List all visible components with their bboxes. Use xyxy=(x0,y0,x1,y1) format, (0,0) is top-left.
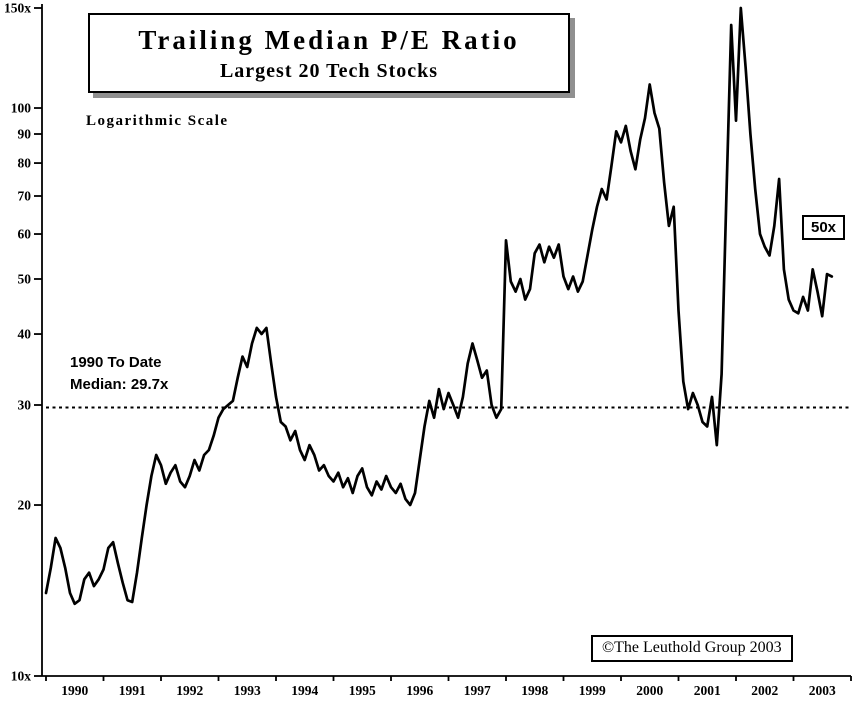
chart-subtitle: Largest 20 Tech Stocks xyxy=(219,60,439,82)
svg-text:40: 40 xyxy=(18,327,32,342)
svg-text:50: 50 xyxy=(18,271,32,286)
svg-text:70: 70 xyxy=(18,188,32,203)
svg-text:1997: 1997 xyxy=(464,683,491,698)
median-annotation: 1990 To Date Median: 29.7x xyxy=(70,352,168,396)
attribution-label: ©The Leuthold Group 2003 xyxy=(591,635,793,662)
median-annotation-line2: Median: 29.7x xyxy=(70,376,169,393)
median-annotation-line1: 1990 To Date xyxy=(70,354,162,371)
svg-text:1996: 1996 xyxy=(406,683,433,698)
svg-text:1994: 1994 xyxy=(291,683,318,698)
svg-text:60: 60 xyxy=(18,227,32,242)
svg-text:2002: 2002 xyxy=(751,683,778,698)
svg-text:1998: 1998 xyxy=(521,683,548,698)
chart-title: Trailing Median P/E Ratio xyxy=(138,25,520,55)
current-level-label: 50x xyxy=(802,215,846,240)
svg-text:20: 20 xyxy=(18,498,32,513)
svg-text:80: 80 xyxy=(18,156,32,171)
log-scale-label: Logarithmic Scale xyxy=(86,113,229,129)
svg-text:2001: 2001 xyxy=(694,683,721,698)
svg-text:100: 100 xyxy=(11,101,32,116)
svg-text:1991: 1991 xyxy=(119,683,146,698)
svg-text:2003: 2003 xyxy=(809,683,836,698)
svg-text:1993: 1993 xyxy=(234,683,261,698)
svg-text:1999: 1999 xyxy=(579,683,606,698)
svg-text:150x: 150x xyxy=(4,1,31,16)
svg-text:30: 30 xyxy=(18,398,32,413)
svg-text:10x: 10x xyxy=(11,669,32,684)
svg-text:1992: 1992 xyxy=(176,683,203,698)
chart-title-box: Trailing Median P/E Ratio Largest 20 Tec… xyxy=(88,13,570,93)
svg-text:1990: 1990 xyxy=(61,683,88,698)
svg-text:90: 90 xyxy=(18,127,32,142)
svg-text:1995: 1995 xyxy=(349,683,376,698)
svg-text:2000: 2000 xyxy=(636,683,663,698)
